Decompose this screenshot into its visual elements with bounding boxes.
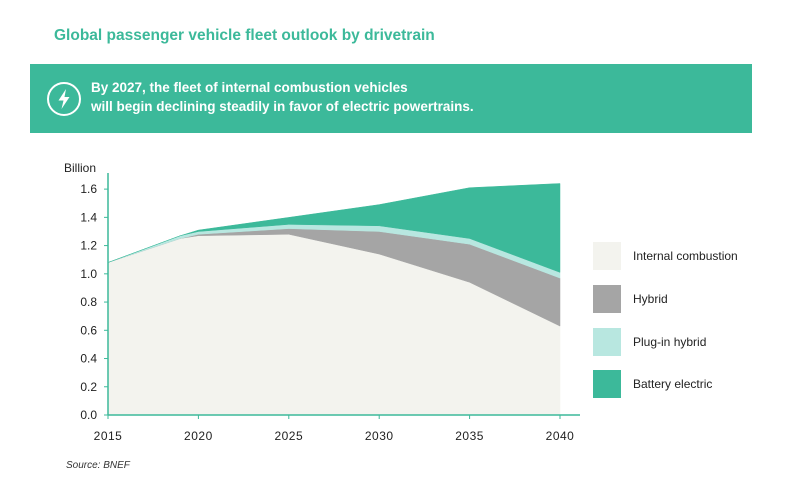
y-axis-label: Billion [64,161,96,175]
legend-swatch [593,328,621,356]
series-area-battery-electric [107,183,561,273]
legend-label: Internal combustion [633,249,738,263]
y-tick-label: 0.6 [80,323,97,337]
lightning-bolt-icon [47,82,81,116]
legend-swatch [593,242,621,270]
x-tick-label: 2030 [365,429,394,443]
y-tick-label: 1.6 [80,182,97,196]
banner-line-2: will begin declining steadily in favor o… [91,99,474,114]
y-tick-label: 0.8 [80,295,97,309]
x-tick-label: 2015 [94,429,123,443]
x-tick-label: 2035 [455,429,484,443]
y-tick-label: 0.4 [80,352,97,366]
banner-text: By 2027, the fleet of internal combustio… [91,78,711,116]
y-tick-label: 1.2 [80,239,97,253]
fleet-area-chart: 0.0 0.2 0.4 0.6 0.8 1.0 1.2 1.4 1.6 Billion 2015 20… [64,161,580,443]
legend-swatch [593,370,621,398]
legend-label: Hybrid [633,292,668,306]
x-tick-label: 2025 [274,429,303,443]
y-tick-label: 1.4 [80,210,97,224]
y-tick-label: 0.2 [80,380,97,394]
y-tick-label: 1.0 [80,267,97,281]
banner-line-1: By 2027, the fleet of internal combustio… [91,80,408,95]
x-tick-label: 2020 [184,429,213,443]
legend-label: Plug-in hybrid [633,335,707,349]
legend-swatch [593,285,621,313]
legend-label: Battery electric [633,377,713,391]
x-tick-label: 2040 [546,429,575,443]
source-note: Source: BNEF [66,460,130,471]
y-tick-label: 0.0 [80,408,97,422]
key-insight-banner: By 2027, the fleet of internal combustio… [30,64,752,133]
chart-title: Global passenger vehicle fleet outlook b… [54,27,435,44]
